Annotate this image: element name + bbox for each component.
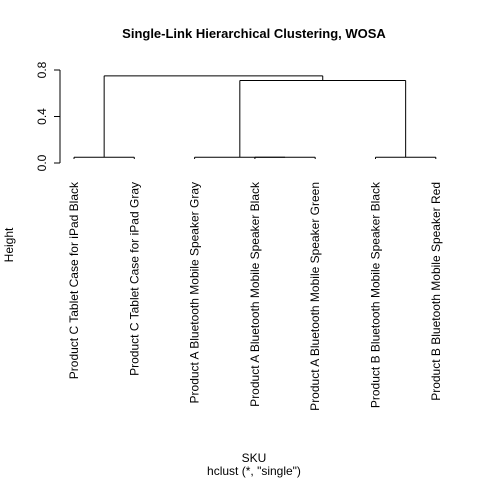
x-axis-subtitle: hclust (*, "single") [207,464,301,478]
leaf-label: Product B Bluetooth Mobile Speaker Black [369,181,383,408]
y-axis: 0.0 0.4 0.8 [35,61,61,171]
leaf-label: Product A Bluetooth Mobile Speaker Black [248,181,262,407]
chart-title: Single-Link Hierarchical Clustering, WOS… [122,26,386,41]
leaf-label: Product A Bluetooth Mobile Speaker Gray [188,182,202,403]
y-tick-label: 0.8 [35,61,49,78]
leaf-label: Product A Bluetooth Mobile Speaker Green [308,182,322,411]
y-tick-label: 0.0 [35,154,49,171]
y-axis-label: Height [2,227,16,262]
leaf-label: Product C Tablet Case for iPad Gray [127,182,141,376]
x-axis-label: SKU [242,451,267,465]
dendrogram-links [73,75,437,159]
leaf-label: Product B Bluetooth Mobile Speaker Red [429,182,443,401]
leaf-labels: Product C Tablet Case for iPad Black Prod… [67,181,443,411]
y-tick-label: 0.4 [35,108,49,125]
leaf-label: Product C Tablet Case for iPad Black [67,181,81,379]
